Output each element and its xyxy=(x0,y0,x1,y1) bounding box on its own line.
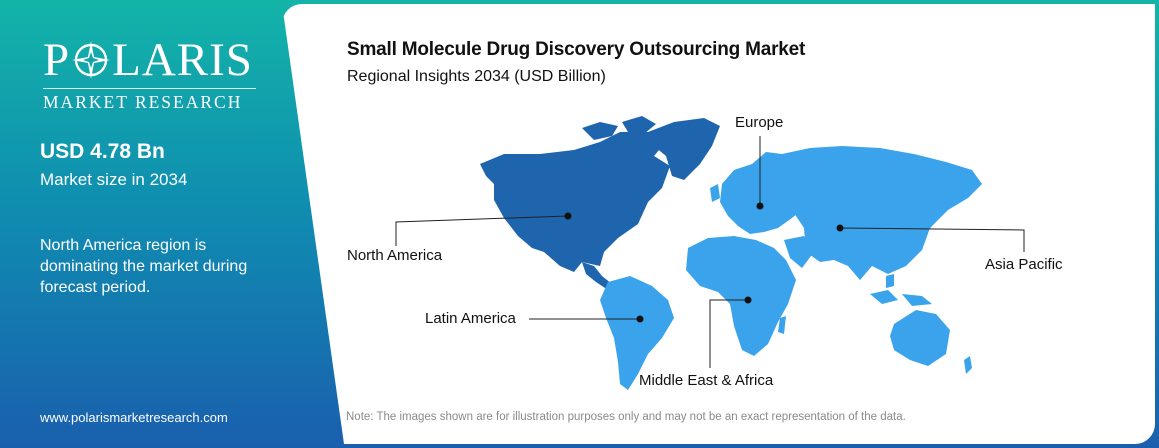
market-size-value: USD 4.78 Bn xyxy=(40,140,165,163)
region-shape-se-asia-islands xyxy=(870,274,932,306)
region-shape-central-america xyxy=(582,262,612,290)
region-insight-text: North America region is dominating the m… xyxy=(40,237,248,296)
logo-divider xyxy=(43,88,256,89)
region-shape-north-america[interactable] xyxy=(480,132,670,272)
polaris-logo: P LARIS MARKET RESEARCH xyxy=(43,36,258,113)
callout-north-america: North America xyxy=(347,212,572,264)
callout-latin-america: Latin America xyxy=(425,310,644,327)
logo-letter-p: P xyxy=(43,34,71,86)
callout-europe: Europe xyxy=(735,114,783,210)
callout-middle-east-africa: Middle East & Africa xyxy=(639,296,774,389)
region-shape-australia xyxy=(890,310,950,366)
chart-title: Small Molecule Drug Discovery Outsourcin… xyxy=(347,39,806,60)
label-middle-east-africa: Middle East & Africa xyxy=(639,372,774,389)
disclaimer-note: Note: The images shown are for illustrat… xyxy=(346,411,906,423)
world-map: North America Europe Asia Pacific Latin … xyxy=(347,114,1063,390)
region-shape-asia-pacific[interactable] xyxy=(782,146,982,280)
label-asia-pacific: Asia Pacific xyxy=(985,256,1063,273)
region-shape-middle-east-africa[interactable] xyxy=(686,236,814,356)
region-shape-uk xyxy=(710,184,720,202)
region-shape-new-zealand xyxy=(964,356,972,374)
callout-asia-pacific: Asia Pacific xyxy=(836,224,1063,273)
logo-letters-laris: LARIS xyxy=(112,34,253,86)
label-north-america: North America xyxy=(347,247,443,264)
region-shape-latin-america[interactable] xyxy=(600,276,674,390)
left-panel: P LARIS MARKET RESEARCH USD 4.78 Bn Mark… xyxy=(0,0,290,448)
logo-wordmark: P LARIS xyxy=(43,36,258,84)
label-europe: Europe xyxy=(735,114,783,131)
region-shape-madagascar xyxy=(778,316,786,334)
region-shape-greenland xyxy=(648,118,720,180)
website-link[interactable]: www.polarismarketresearch.com xyxy=(40,410,228,425)
content-card: Small Molecule Drug Discovery Outsourcin… xyxy=(282,4,1155,444)
market-size-label: Market size in 2034 xyxy=(40,170,188,189)
region-shape-europe[interactable] xyxy=(720,152,804,234)
compass-star-icon xyxy=(72,41,111,79)
label-latin-america: Latin America xyxy=(425,310,517,327)
logo-tagline: MARKET RESEARCH xyxy=(43,92,243,112)
region-shape-arctic-islands xyxy=(582,116,656,140)
chart-subtitle: Regional Insights 2034 (USD Billion) xyxy=(347,68,606,85)
